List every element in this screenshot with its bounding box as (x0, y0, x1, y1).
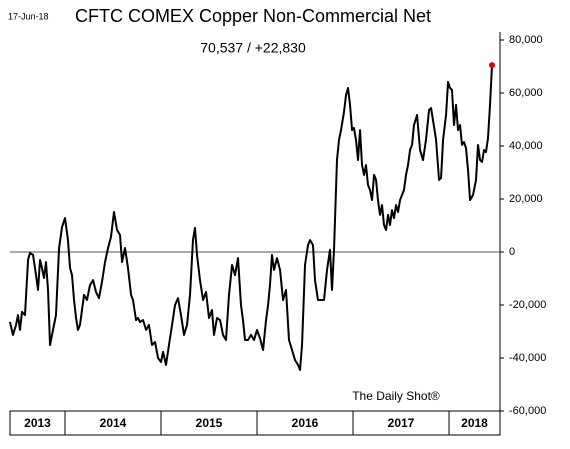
y-tick-label: 80,000 (509, 34, 543, 46)
chart-title: CFTC COMEX Copper Non-Commercial Net (75, 6, 431, 26)
y-tick-label: 60,000 (509, 87, 543, 99)
year-label: 2014 (100, 416, 127, 430)
y-tick-label: -40,000 (509, 352, 546, 364)
y-tick-label: 0 (509, 246, 515, 258)
date-label: 17-Jun-18 (8, 11, 49, 21)
y-tick-label: 40,000 (509, 140, 543, 152)
y-tick-label: 20,000 (509, 193, 543, 205)
source-label: The Daily Shot® (352, 389, 440, 403)
year-label: 2018 (461, 416, 488, 430)
year-label: 2015 (196, 416, 223, 430)
year-band (9, 410, 501, 436)
year-label: 2016 (292, 416, 319, 430)
year-label: 2017 (388, 416, 415, 430)
y-tick-label: -20,000 (509, 299, 546, 311)
series-line (9, 65, 494, 371)
chart-subtitle: 70,537 / +22,830 (200, 40, 306, 56)
y-tick-label: -60,000 (509, 405, 546, 417)
year-label: 2013 (24, 416, 51, 430)
last-point (489, 62, 496, 69)
